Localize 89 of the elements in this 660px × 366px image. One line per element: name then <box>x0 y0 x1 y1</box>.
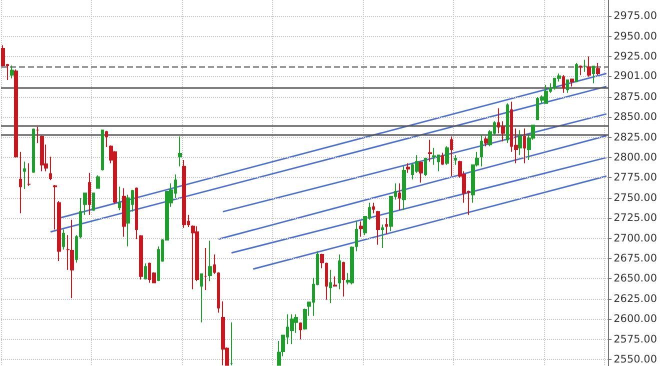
candlestick <box>329 269 332 304</box>
candlestick <box>23 161 26 190</box>
candlestick <box>144 262 147 280</box>
candlestick <box>570 78 574 87</box>
y-tick-label: 2750.00 <box>614 192 657 204</box>
candlestick <box>372 202 375 214</box>
candlestick <box>290 314 294 345</box>
candlestick <box>596 62 600 76</box>
candlestick <box>544 84 548 104</box>
candlestick <box>204 248 207 291</box>
candlestick <box>299 322 302 340</box>
candlestick <box>53 184 57 230</box>
candlestick <box>230 322 233 366</box>
candlestick <box>14 68 18 158</box>
y-tick-label: 2725.00 <box>614 212 657 224</box>
candlestick <box>191 224 195 290</box>
candlestick <box>376 210 380 246</box>
y-tick-label: 2850.00 <box>614 111 657 124</box>
y-tick-label: 2600.00 <box>614 313 657 326</box>
candlestick <box>385 218 388 235</box>
candlestick <box>19 151 22 214</box>
candlestick <box>579 64 582 76</box>
candlestick <box>10 64 14 79</box>
candlestick <box>342 261 345 298</box>
y-tick-label: 2800.00 <box>614 152 657 164</box>
candlestick <box>359 220 363 238</box>
candlestick <box>592 66 595 84</box>
y-tick-label: 2925.00 <box>614 50 657 63</box>
candlestick <box>200 273 203 323</box>
candlestick <box>325 262 328 300</box>
candlestick <box>419 161 423 184</box>
candlestick <box>182 159 186 228</box>
candlestick <box>83 192 87 216</box>
candlestick <box>62 228 65 250</box>
candlestick <box>27 162 31 186</box>
candlestick <box>101 130 104 171</box>
y-tick-label: 2675.00 <box>614 252 657 265</box>
candlestick <box>88 172 91 216</box>
candlestick <box>40 135 44 172</box>
candlestick <box>398 182 401 211</box>
y-tick-label: 2825.00 <box>614 131 657 144</box>
candlestick <box>518 130 522 156</box>
y-tick-label: 2650.00 <box>614 272 657 285</box>
candlestick <box>406 162 410 174</box>
candlestick <box>118 186 121 211</box>
candlestick <box>381 224 384 249</box>
candlestick <box>402 166 406 211</box>
candlestick <box>338 254 341 290</box>
candlestick <box>92 192 95 212</box>
y-tick-label: 2975.00 <box>614 10 657 22</box>
candlestick <box>480 134 483 167</box>
candlestick <box>70 219 74 299</box>
candlestick <box>587 56 591 78</box>
candlestick <box>523 128 526 164</box>
candlestick <box>566 79 569 94</box>
candlestick <box>126 194 130 247</box>
y-tick-label: 2625.00 <box>614 292 657 305</box>
candlestick <box>424 158 427 177</box>
candlestick <box>135 186 138 240</box>
candlestick <box>454 154 457 166</box>
candlestick <box>139 234 143 280</box>
y-tick-label: 2950.00 <box>614 30 657 42</box>
candlestick <box>562 74 565 94</box>
candlestick <box>583 59 587 72</box>
candlestick <box>575 62 578 82</box>
candlestick <box>208 240 212 282</box>
y-tick-label: 2700.00 <box>614 232 657 244</box>
candlestick <box>428 139 432 162</box>
candlestick <box>122 188 126 238</box>
candlestick <box>96 174 100 189</box>
y-tick-label: 2875.00 <box>614 90 657 103</box>
candlestick <box>484 136 488 147</box>
y-tick-label: 2901.00 <box>614 70 657 82</box>
candlestick <box>320 253 324 269</box>
candlestick <box>32 128 35 174</box>
candlestick <box>57 200 61 262</box>
y-tick-label: 2550.00 <box>614 354 657 366</box>
candlestick <box>221 300 225 366</box>
candlestick <box>333 276 337 287</box>
y-tick-label: 2575.00 <box>614 333 657 346</box>
candlestick <box>445 146 449 166</box>
candlestick <box>506 102 509 144</box>
candlestick <box>441 152 444 166</box>
candlestick <box>178 136 182 167</box>
y-tick-label: 2775.00 <box>614 172 657 184</box>
candlestick <box>450 136 453 177</box>
candlestick <box>105 130 108 148</box>
candlestick <box>36 126 39 144</box>
candlestick <box>49 156 52 181</box>
